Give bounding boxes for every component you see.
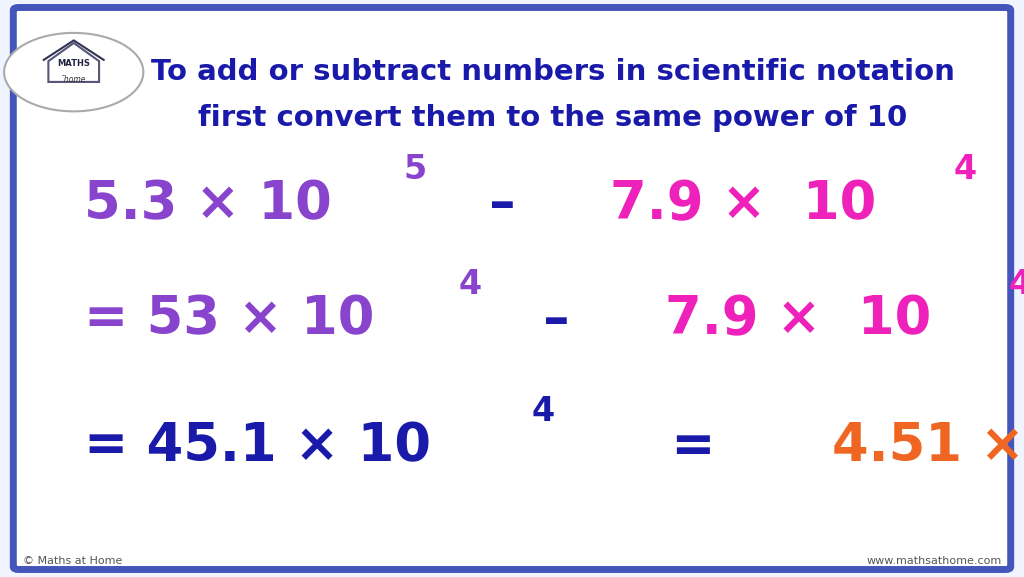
- Text: 4: 4: [459, 268, 481, 301]
- Text: 4: 4: [531, 395, 555, 428]
- Text: = 53 × 10: = 53 × 10: [84, 294, 374, 346]
- Text: 7.9 ×  10: 7.9 × 10: [665, 294, 931, 346]
- Text: 4: 4: [953, 153, 977, 186]
- Text: 4: 4: [1009, 268, 1024, 301]
- FancyBboxPatch shape: [13, 8, 1011, 569]
- Text: MATHS: MATHS: [57, 59, 90, 68]
- Text: To add or subtract numbers in scientific notation: To add or subtract numbers in scientific…: [151, 58, 955, 86]
- Text: © Maths at Home: © Maths at Home: [23, 556, 122, 566]
- Text: ¯home: ¯home: [61, 74, 86, 84]
- Text: = 45.1 × 10: = 45.1 × 10: [84, 421, 431, 473]
- Text: –: –: [433, 178, 570, 230]
- Text: 5: 5: [403, 153, 427, 186]
- Circle shape: [4, 33, 143, 111]
- Text: =: =: [561, 421, 771, 473]
- Text: –: –: [488, 294, 625, 346]
- Text: 7.9 ×  10: 7.9 × 10: [610, 178, 877, 230]
- Text: 5.3 × 10: 5.3 × 10: [84, 178, 332, 230]
- Text: 4.51 × 10: 4.51 × 10: [831, 421, 1024, 473]
- Text: first convert them to the same power of 10: first convert them to the same power of …: [199, 104, 907, 132]
- Polygon shape: [48, 43, 99, 82]
- Text: www.mathsathome.com: www.mathsathome.com: [866, 556, 1001, 566]
